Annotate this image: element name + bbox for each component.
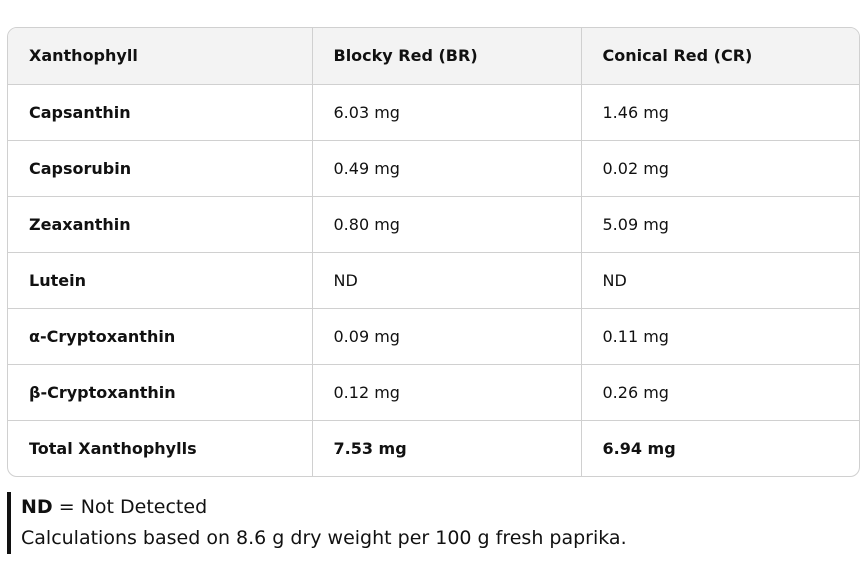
cell: ND <box>312 252 582 309</box>
table-row: Capsanthin 6.03 mg 1.46 mg <box>8 84 859 141</box>
header-cell: Blocky Red (BR) <box>312 28 582 85</box>
header-cell: Conical Red (CR) <box>581 28 859 85</box>
header-cell: Xanthophyll <box>8 28 313 85</box>
table-row: α-Cryptoxanthin 0.09 mg 0.11 mg <box>8 308 859 365</box>
note-text: Calculations based on 8.6 g dry weight p… <box>21 527 627 549</box>
cell: 0.09 mg <box>312 308 582 365</box>
cell: 5.09 mg <box>581 196 859 253</box>
row-label: α-Cryptoxanthin <box>8 308 313 365</box>
row-label: Lutein <box>8 252 313 309</box>
cell: 6.03 mg <box>312 84 582 141</box>
note-term: ND <box>21 496 53 518</box>
cell: 0.26 mg <box>581 364 859 421</box>
total-cell: 6.94 mg <box>602 438 676 458</box>
row-label: Capsorubin <box>8 140 313 197</box>
row-label: Capsanthin <box>8 84 313 141</box>
cell: 0.12 mg <box>312 364 582 421</box>
total-cell: 7.53 mg <box>312 420 582 476</box>
table: Xanthophyll Blocky Red (BR) Conical Red (C… <box>8 28 859 476</box>
cell: 0.49 mg <box>312 140 582 197</box>
table-container: Xanthophyll Blocky Red (BR) Conical Red (C… <box>7 27 860 477</box>
table-body: Capsanthin 6.03 mg 1.46 mg Capsorubin 0.49 m… <box>8 84 859 476</box>
row-label: Zeaxanthin <box>8 196 313 253</box>
table-row: β-Cryptoxanthin 0.12 mg 0.26 mg <box>8 364 859 421</box>
footnote: ND = Not Detected Calculations based on … <box>7 492 627 554</box>
cell: 0.11 mg <box>581 308 859 365</box>
table-row: Capsorubin 0.49 mg 0.02 mg <box>8 140 859 197</box>
note-definition: = Not Detected <box>58 496 208 518</box>
header-row: Xanthophyll Blocky Red (BR) Conical Red (C… <box>8 28 859 85</box>
total-row: Total Xanthophylls 7.53 mg 6.94 mg <box>8 420 859 476</box>
table-row: Lutein ND ND <box>8 252 859 309</box>
row-label: β-Cryptoxanthin <box>8 364 313 421</box>
cell: 0.02 mg <box>581 140 859 197</box>
total-label: Total Xanthophylls <box>8 420 313 476</box>
note-line: ND = Not Detected <box>21 492 627 523</box>
cell: 0.80 mg <box>312 196 582 253</box>
cell: ND <box>581 252 859 309</box>
cell: 1.46 mg <box>581 84 859 141</box>
table-row: Zeaxanthin 0.80 mg 5.09 mg <box>8 196 859 253</box>
